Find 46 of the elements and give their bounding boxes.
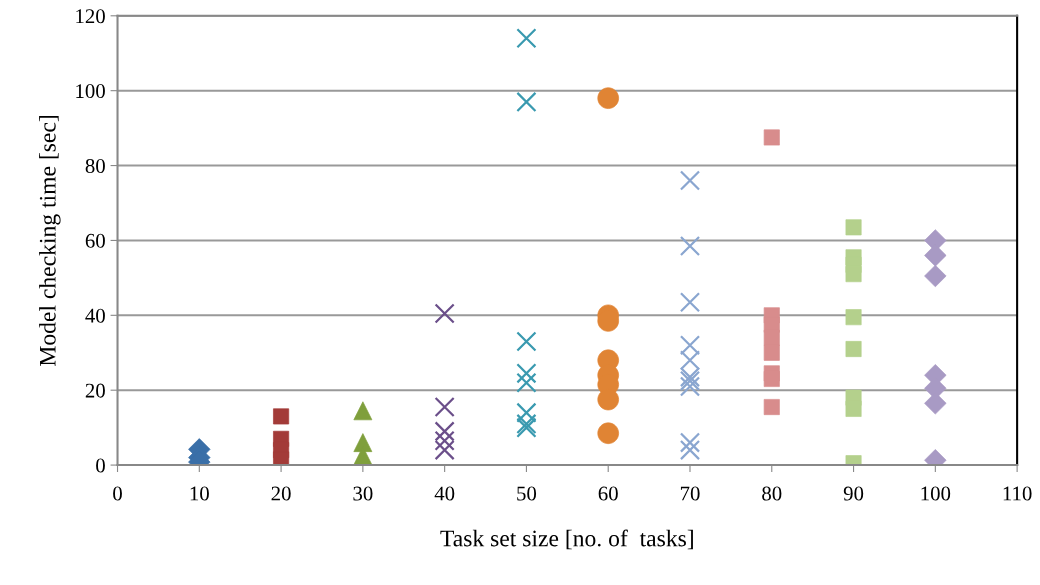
point bbox=[679, 335, 701, 356]
x-tick-label: 60 bbox=[598, 486, 618, 501]
point bbox=[516, 402, 537, 423]
point bbox=[679, 170, 701, 191]
x-tick-label: 90 bbox=[843, 486, 864, 501]
point bbox=[924, 392, 947, 415]
y-tick-label: 100 bbox=[76, 84, 105, 99]
x-tick-label: 10 bbox=[190, 486, 209, 501]
point bbox=[679, 292, 701, 313]
y-tick-label: 0 bbox=[96, 458, 105, 473]
y-tick-label: 60 bbox=[85, 233, 105, 248]
x-tick-label: 70 bbox=[680, 486, 700, 501]
x-tick-label: 20 bbox=[271, 486, 291, 501]
point bbox=[845, 341, 862, 357]
point bbox=[679, 376, 701, 397]
y-tick-label: 80 bbox=[85, 158, 105, 173]
y-axis-title: Model checking time [sec] bbox=[39, 115, 61, 366]
point bbox=[763, 370, 780, 387]
point bbox=[763, 399, 780, 416]
x-tick-label: 80 bbox=[762, 486, 782, 501]
y-tick-label: 40 bbox=[85, 308, 105, 323]
point bbox=[434, 430, 455, 451]
x-tick-label: 100 bbox=[921, 486, 951, 501]
point bbox=[516, 363, 537, 384]
point bbox=[434, 421, 455, 442]
y-tick-label: 120 bbox=[76, 9, 105, 24]
x-tick-label: 110 bbox=[1003, 486, 1032, 501]
point bbox=[516, 28, 537, 49]
point bbox=[679, 235, 701, 257]
point bbox=[353, 401, 373, 421]
point bbox=[679, 432, 701, 453]
y-tick-label: 20 bbox=[85, 383, 105, 398]
point bbox=[679, 439, 701, 461]
point bbox=[516, 91, 537, 113]
point bbox=[924, 264, 947, 288]
x-tick-label: 30 bbox=[353, 486, 373, 501]
x-tick-label: 50 bbox=[517, 486, 537, 501]
point bbox=[434, 396, 455, 418]
x-tick-label: 40 bbox=[434, 486, 455, 501]
point bbox=[516, 331, 537, 352]
x-axis-title: Task set size [no. of tasks] bbox=[440, 529, 693, 550]
point bbox=[516, 372, 537, 393]
point bbox=[434, 439, 455, 461]
x-tick-label: 0 bbox=[113, 486, 122, 501]
point bbox=[679, 350, 701, 371]
point bbox=[434, 303, 455, 324]
